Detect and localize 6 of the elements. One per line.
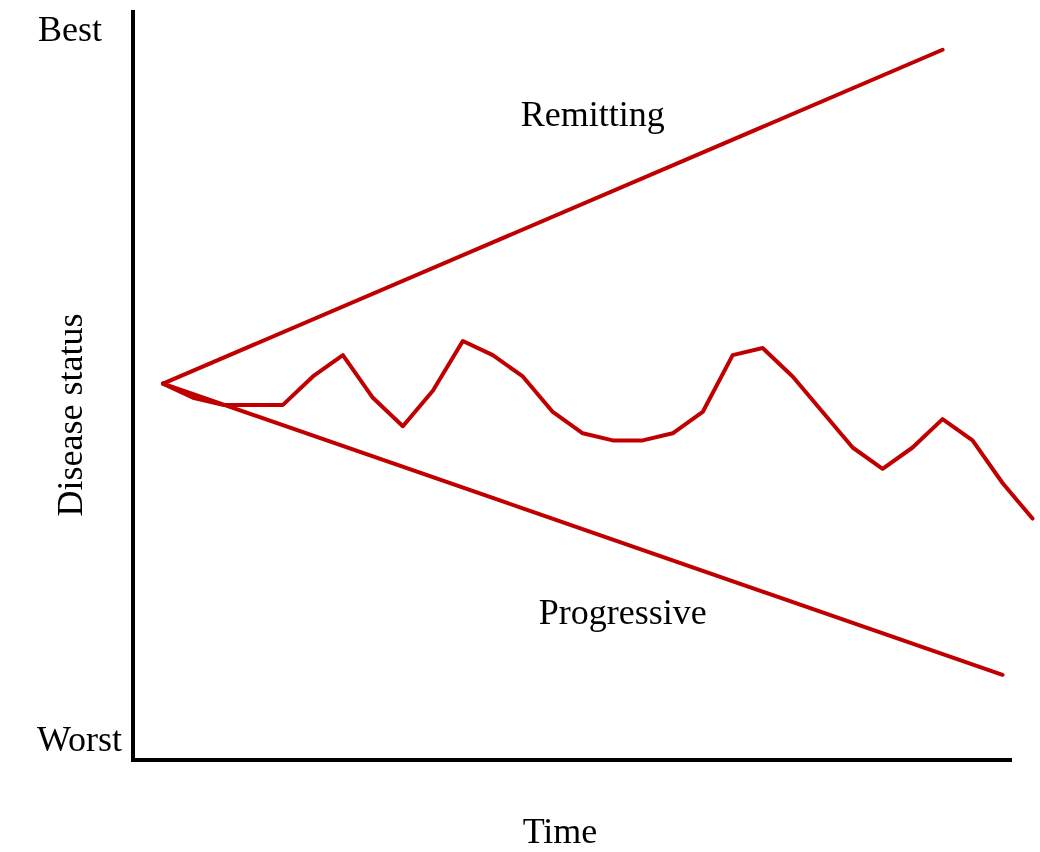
series-label: Remitting [520, 94, 665, 135]
series-label: Progressive [538, 591, 707, 632]
x-axis-title: Time [522, 810, 598, 852]
text: Worst [36, 718, 122, 760]
text: Best [37, 8, 102, 50]
y-axis-title: Disease status [49, 313, 91, 517]
